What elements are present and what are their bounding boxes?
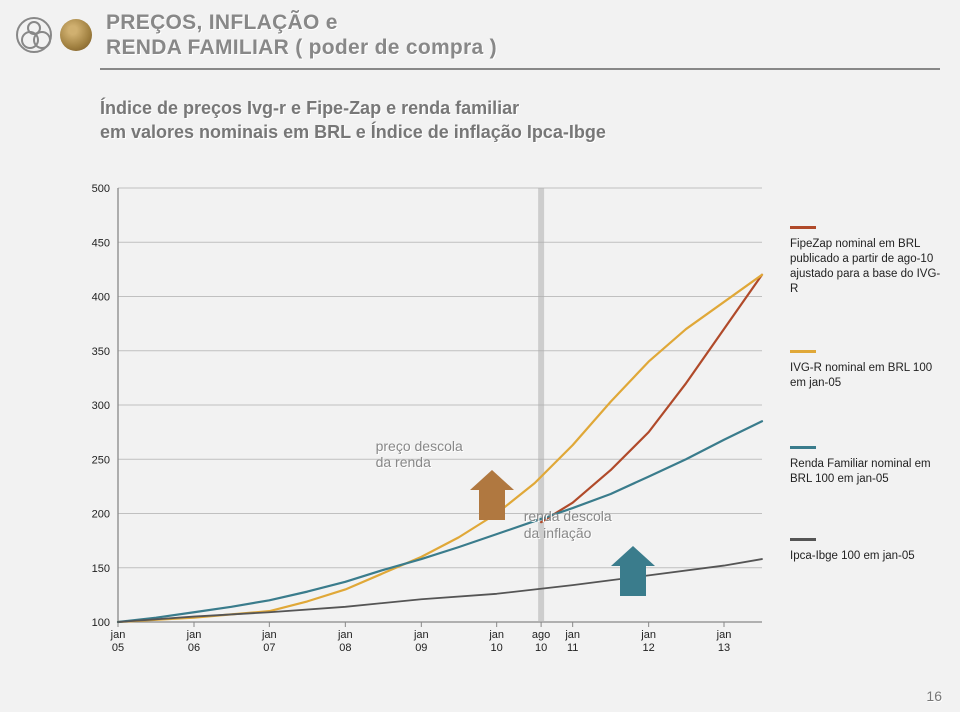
svg-text:jan: jan: [110, 629, 126, 641]
svg-text:jan: jan: [337, 629, 353, 641]
svg-text:350: 350: [92, 346, 110, 358]
legend-swatch: [790, 538, 816, 541]
legend-text: Ipca-Ibge 100 em jan-05: [790, 549, 945, 564]
chart-annotation: preço descolada renda: [376, 438, 463, 472]
legend-item: Ipca-Ibge 100 em jan-05: [790, 534, 945, 564]
subtitle-line-2: em valores nominais em BRL e Índice de i…: [100, 122, 606, 142]
svg-text:200: 200: [92, 509, 110, 521]
svg-text:jan: jan: [261, 629, 277, 641]
legend-swatch: [790, 446, 816, 449]
svg-text:150: 150: [92, 563, 110, 575]
svg-text:500: 500: [92, 183, 110, 195]
up-arrow-icon: [479, 470, 514, 520]
svg-text:06: 06: [188, 642, 200, 654]
subtitle-line-1: Índice de preços Ivg-r e Fipe-Zap e rend…: [100, 98, 519, 118]
svg-text:10: 10: [491, 642, 503, 654]
logo-icon: [16, 17, 52, 53]
header: PREÇOS, INFLAÇÃO e RENDA FAMILIAR ( pode…: [0, 0, 960, 70]
svg-text:ago: ago: [532, 629, 550, 641]
svg-text:jan: jan: [716, 629, 732, 641]
svg-text:jan: jan: [564, 629, 580, 641]
svg-text:13: 13: [718, 642, 730, 654]
svg-text:09: 09: [415, 642, 427, 654]
svg-text:12: 12: [643, 642, 655, 654]
svg-text:jan: jan: [488, 629, 504, 641]
svg-text:300: 300: [92, 400, 110, 412]
chart-svg: 100150200250300350400450500jan05jan06jan…: [80, 180, 770, 660]
svg-text:jan: jan: [186, 629, 202, 641]
legend-item: IVG-R nominal em BRL 100 em jan-05: [790, 346, 945, 391]
legend-swatch: [790, 350, 816, 353]
legend-text: FipeZap nominal em BRL publicado a parti…: [790, 237, 945, 297]
up-arrow-icon: [620, 546, 655, 596]
subtitle: Índice de preços Ivg-r e Fipe-Zap e rend…: [100, 96, 606, 145]
chart-annotation: renda descolada inflação: [524, 508, 612, 542]
svg-text:250: 250: [92, 454, 110, 466]
legend-swatch: [790, 226, 816, 229]
svg-text:11: 11: [567, 642, 578, 654]
legend-item: Renda Familiar nominal em BRL 100 em jan…: [790, 442, 945, 487]
line-chart: 100150200250300350400450500jan05jan06jan…: [80, 180, 770, 660]
svg-text:400: 400: [92, 292, 110, 304]
svg-text:100: 100: [92, 617, 110, 629]
legend-text: Renda Familiar nominal em BRL 100 em jan…: [790, 457, 945, 487]
svg-text:08: 08: [339, 642, 351, 654]
svg-text:07: 07: [263, 642, 275, 654]
legend-item: FipeZap nominal em BRL publicado a parti…: [790, 222, 945, 297]
header-divider: [100, 68, 940, 70]
title-line-2: RENDA FAMILIAR ( poder de compra ): [106, 35, 497, 60]
svg-text:10: 10: [535, 642, 547, 654]
emblem-icon: [60, 19, 92, 51]
legend-text: IVG-R nominal em BRL 100 em jan-05: [790, 361, 945, 391]
title-block: PREÇOS, INFLAÇÃO e RENDA FAMILIAR ( pode…: [106, 10, 497, 60]
svg-text:450: 450: [92, 237, 110, 249]
svg-text:jan: jan: [413, 629, 429, 641]
page-number: 16: [926, 688, 942, 704]
svg-text:05: 05: [112, 642, 124, 654]
title-line-1: PREÇOS, INFLAÇÃO e: [106, 10, 497, 35]
svg-text:jan: jan: [640, 629, 656, 641]
